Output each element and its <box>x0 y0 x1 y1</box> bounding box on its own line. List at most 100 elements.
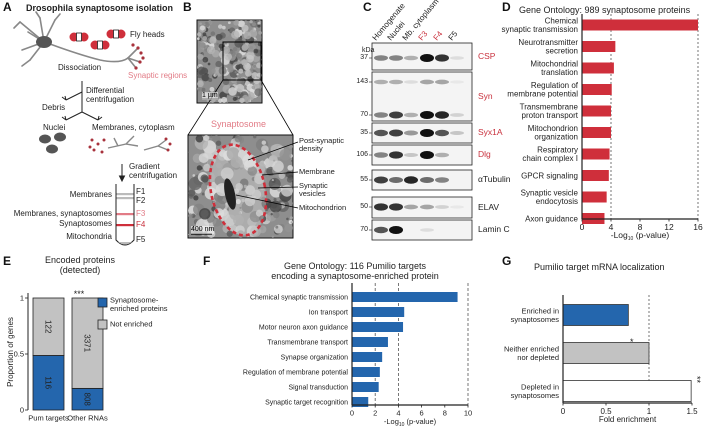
category-label: Neurotransmitter secretion <box>518 38 578 56</box>
synaptic-fragment-dot <box>92 148 96 152</box>
x-tick-label: 16 <box>693 222 703 232</box>
chart-e-title: Encoded proteins (detected) <box>44 255 116 275</box>
panel-label-g: G <box>502 254 512 268</box>
category-label: Transmembrane transport <box>267 339 348 346</box>
em-texture <box>246 54 254 63</box>
em-texture <box>241 24 249 32</box>
x-tick-label: 4 <box>396 409 400 418</box>
mw-marker: 70 <box>360 111 368 118</box>
em-texture <box>188 177 202 191</box>
em-texture <box>252 22 256 27</box>
em-texture <box>198 80 203 85</box>
bar <box>582 41 616 52</box>
em-texture <box>197 32 202 37</box>
category-label: Ion transport <box>309 309 348 316</box>
annotation-membrane: Membrane <box>299 167 335 176</box>
zoom-region-box <box>222 41 262 81</box>
em-texture <box>288 201 293 206</box>
em-texture <box>202 32 207 37</box>
flow-arrows <box>61 81 126 183</box>
em-texture <box>286 217 289 221</box>
em-texture <box>201 192 205 196</box>
blot-band <box>374 79 388 85</box>
em-texture <box>203 163 211 172</box>
em-texture <box>209 135 213 138</box>
em-texture <box>188 213 193 219</box>
x-category-label: Other RNAs <box>67 414 108 423</box>
em-texture <box>228 87 237 96</box>
x-tick-label: 4 <box>609 222 614 232</box>
em-texture <box>232 46 238 52</box>
blot-band <box>389 79 403 85</box>
em-texture <box>232 96 237 102</box>
em-texture <box>261 140 267 145</box>
fly-head <box>76 32 82 42</box>
em-texture <box>201 87 206 92</box>
x-axis-label: Fold enrichment <box>599 415 657 424</box>
em-texture <box>231 30 240 39</box>
legend-label: Synaptosome-enriched proteins <box>110 296 168 313</box>
em-texture <box>208 21 212 25</box>
segment-count-label: 808 <box>83 393 92 407</box>
em-texture <box>253 77 260 85</box>
annotation-synaptic-vesicles: Synaptic vesicles <box>299 181 328 199</box>
em-texture <box>291 159 293 162</box>
mw-marker: 143 <box>356 78 368 85</box>
flow-line <box>81 111 99 121</box>
em-texture <box>222 46 231 54</box>
chart-g-title: Pumilio target mRNA localization <box>534 262 665 272</box>
category-label: Transmembrane proton transport <box>520 102 579 120</box>
blot-lamin-c <box>369 219 473 241</box>
blot-band <box>404 112 418 118</box>
em-texture <box>214 73 218 77</box>
flow-line <box>65 111 83 121</box>
legend-swatch <box>97 319 108 330</box>
blot-band <box>389 203 403 211</box>
blot-band <box>420 177 434 183</box>
panel-label-b: B <box>183 0 192 14</box>
em-texture <box>289 216 293 220</box>
mw-marker: 50 <box>360 203 368 210</box>
em-texture <box>197 53 204 60</box>
em-texture <box>199 25 206 31</box>
em-texture <box>233 214 244 226</box>
blot-αtubulin <box>369 169 473 191</box>
em-texture <box>285 170 294 178</box>
blot-band <box>404 176 418 184</box>
bar <box>352 352 383 362</box>
em-texture <box>199 22 202 26</box>
protein-label: ELAV <box>478 201 500 212</box>
synaptic-fragment-dot <box>96 142 100 146</box>
tube-band <box>116 197 134 200</box>
flow-line <box>65 91 83 101</box>
blot-band <box>450 205 464 209</box>
segment-count-label: 116 <box>44 376 53 389</box>
em-texture <box>222 78 230 86</box>
em-texture <box>222 25 226 30</box>
em-texture <box>226 230 233 237</box>
bar <box>352 292 458 302</box>
em-texture <box>239 206 242 209</box>
annotation-pointer <box>247 141 299 161</box>
bar <box>352 382 379 392</box>
em-texture <box>218 149 227 157</box>
em-texture <box>270 213 273 216</box>
zoom-connector <box>187 79 224 136</box>
em-texture <box>253 135 257 139</box>
em-texture <box>195 135 204 143</box>
protein-label: αTubulin <box>478 174 511 184</box>
em-image-synaptosome <box>187 134 294 239</box>
fly-heads-label: Fly heads <box>130 30 165 39</box>
em-texture <box>273 224 283 234</box>
category-label: Regulation of membrane potential <box>507 81 578 99</box>
em-texture <box>215 162 222 169</box>
blot-band <box>404 130 418 136</box>
em-texture <box>207 62 211 66</box>
category-label: Synaptic target recognition <box>265 399 348 406</box>
fraction-label: Mitochondria <box>66 232 112 241</box>
mw-marker: 55 <box>360 176 368 183</box>
fraction-id: F5 <box>136 235 146 244</box>
blot-band <box>435 205 449 209</box>
gradient-centrifugation-label: Gradient centrifugation <box>129 162 178 180</box>
